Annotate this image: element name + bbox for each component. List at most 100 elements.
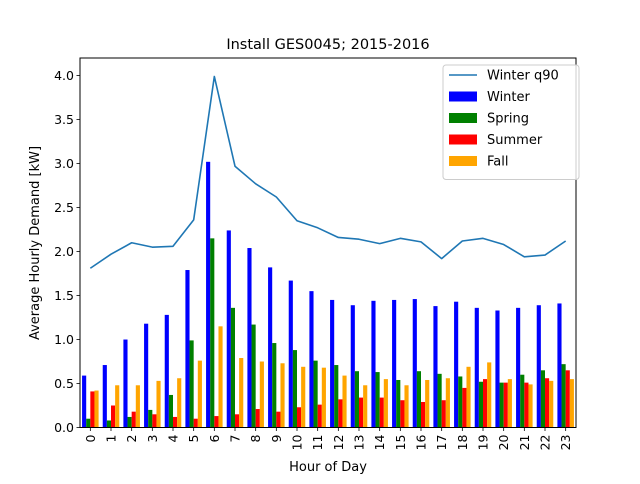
- x-tick-label: 11: [310, 435, 325, 451]
- legend-label: Fall: [487, 155, 508, 170]
- bar-summer-17: [441, 400, 446, 428]
- bar-winter-2: [123, 339, 128, 428]
- bar-fall-19: [487, 362, 492, 428]
- legend-swatch-winter: [449, 91, 477, 102]
- bar-spring-5: [189, 340, 194, 428]
- bar-summer-2: [131, 411, 136, 428]
- x-tick-label: 19: [476, 434, 491, 450]
- x-tick-label: 0: [83, 434, 98, 442]
- x-axis-label: Hour of Day: [289, 460, 367, 475]
- bar-winter-10: [288, 280, 293, 428]
- bar-winter-15: [392, 299, 397, 428]
- bar-summer-0: [90, 391, 95, 428]
- bar-summer-21: [524, 382, 529, 428]
- bar-summer-15: [400, 400, 405, 428]
- bar-summer-9: [276, 411, 281, 428]
- x-tick-label: 21: [517, 435, 532, 451]
- bar-winter-4: [164, 314, 169, 428]
- y-tick-label: 1.0: [54, 332, 74, 347]
- bar-winter-11: [309, 291, 314, 428]
- bar-summer-18: [462, 387, 467, 428]
- bar-fall-4: [177, 378, 182, 428]
- x-axis: 0 1 2 3 4 5 6 7 8 9 10 11 12 13 14 15 16 17 18 19 20 21 22 23: [83, 427, 573, 451]
- bar-summer-12: [338, 399, 343, 428]
- bar-fall-18: [466, 366, 471, 428]
- bar-winter-9: [268, 267, 273, 428]
- legend-label: Winter q90: [487, 69, 559, 84]
- bar-winter-13: [350, 305, 355, 428]
- legend-swatch-spring: [449, 113, 477, 123]
- bar-summer-5: [193, 418, 198, 428]
- bar-summer-8: [255, 409, 260, 428]
- bar-fall-0: [94, 390, 99, 428]
- bar-spring-23: [561, 364, 566, 428]
- bar-summer-19: [483, 379, 488, 428]
- bar-winter-21: [516, 307, 521, 428]
- bar-fall-23: [569, 379, 574, 428]
- bar-spring-1: [106, 420, 111, 428]
- bar-fall-11: [321, 367, 326, 428]
- x-tick-label: 20: [496, 434, 511, 450]
- bar-fall-5: [197, 360, 202, 428]
- bar-spring-2: [127, 416, 132, 428]
- y-tick-label: 4.0: [54, 68, 74, 83]
- y-tick-label: 1.5: [54, 288, 74, 303]
- y-axis-label: Average Hourly Demand [kW]: [28, 146, 43, 340]
- bar-fall-17: [445, 378, 450, 428]
- bar-fall-8: [259, 361, 264, 428]
- bar-fall-6: [218, 326, 223, 428]
- bar-spring-10: [292, 350, 297, 428]
- bar-spring-19: [478, 381, 483, 428]
- bar-fall-15: [404, 385, 409, 428]
- chart-title: Install GES0045; 2015-2016: [226, 37, 429, 53]
- bar-winter-23: [557, 303, 562, 428]
- bar-spring-3: [148, 409, 153, 428]
- legend-swatch-summer: [449, 134, 477, 145]
- bar-spring-12: [334, 365, 339, 428]
- bar-fall-14: [383, 379, 388, 428]
- x-tick-label: 7: [228, 435, 243, 443]
- bar-summer-22: [545, 378, 550, 428]
- bar-summer-13: [359, 397, 364, 428]
- bar-winter-20: [495, 310, 500, 428]
- x-tick-label: 12: [331, 435, 346, 451]
- bar-spring-7: [230, 307, 235, 428]
- x-tick-label: 17: [434, 435, 449, 451]
- bar-winter-22: [536, 305, 541, 428]
- bar-fall-10: [301, 366, 306, 428]
- bar-fall-22: [549, 380, 554, 428]
- bar-winter-0: [82, 375, 87, 428]
- bar-spring-15: [396, 379, 401, 428]
- bar-summer-7: [235, 414, 240, 428]
- bar-fall-3: [156, 380, 161, 428]
- bar-fall-13: [363, 385, 368, 428]
- bar-fall-12: [342, 375, 347, 428]
- x-tick-label: 5: [186, 435, 201, 443]
- bar-spring-9: [272, 343, 277, 428]
- x-tick-label: 6: [207, 434, 222, 442]
- bar-summer-3: [152, 414, 157, 428]
- bar-winter-5: [185, 270, 190, 428]
- x-tick-label: 22: [538, 435, 553, 451]
- bar-summer-16: [421, 401, 426, 428]
- bar-summer-23: [565, 370, 570, 428]
- plot-frame: [79, 57, 577, 428]
- legend-label: Spring: [487, 112, 529, 127]
- bar-fall-21: [528, 384, 533, 428]
- x-tick-label: 9: [269, 434, 284, 442]
- x-tick-label: 3: [145, 435, 160, 443]
- bar-winter-12: [330, 299, 335, 428]
- bar-spring-4: [168, 394, 173, 428]
- x-tick-label: 18: [455, 434, 470, 450]
- bar-summer-6: [214, 416, 219, 428]
- y-tick-label: 0.0: [54, 420, 74, 435]
- x-tick-label: 14: [372, 434, 387, 450]
- line-winter-q90: [89, 75, 567, 269]
- x-tick-label: 10: [290, 434, 305, 450]
- bar-winter-19: [474, 307, 479, 428]
- bar-fall-9: [280, 363, 285, 428]
- bar-summer-20: [503, 382, 508, 428]
- bar-summer-14: [379, 397, 384, 428]
